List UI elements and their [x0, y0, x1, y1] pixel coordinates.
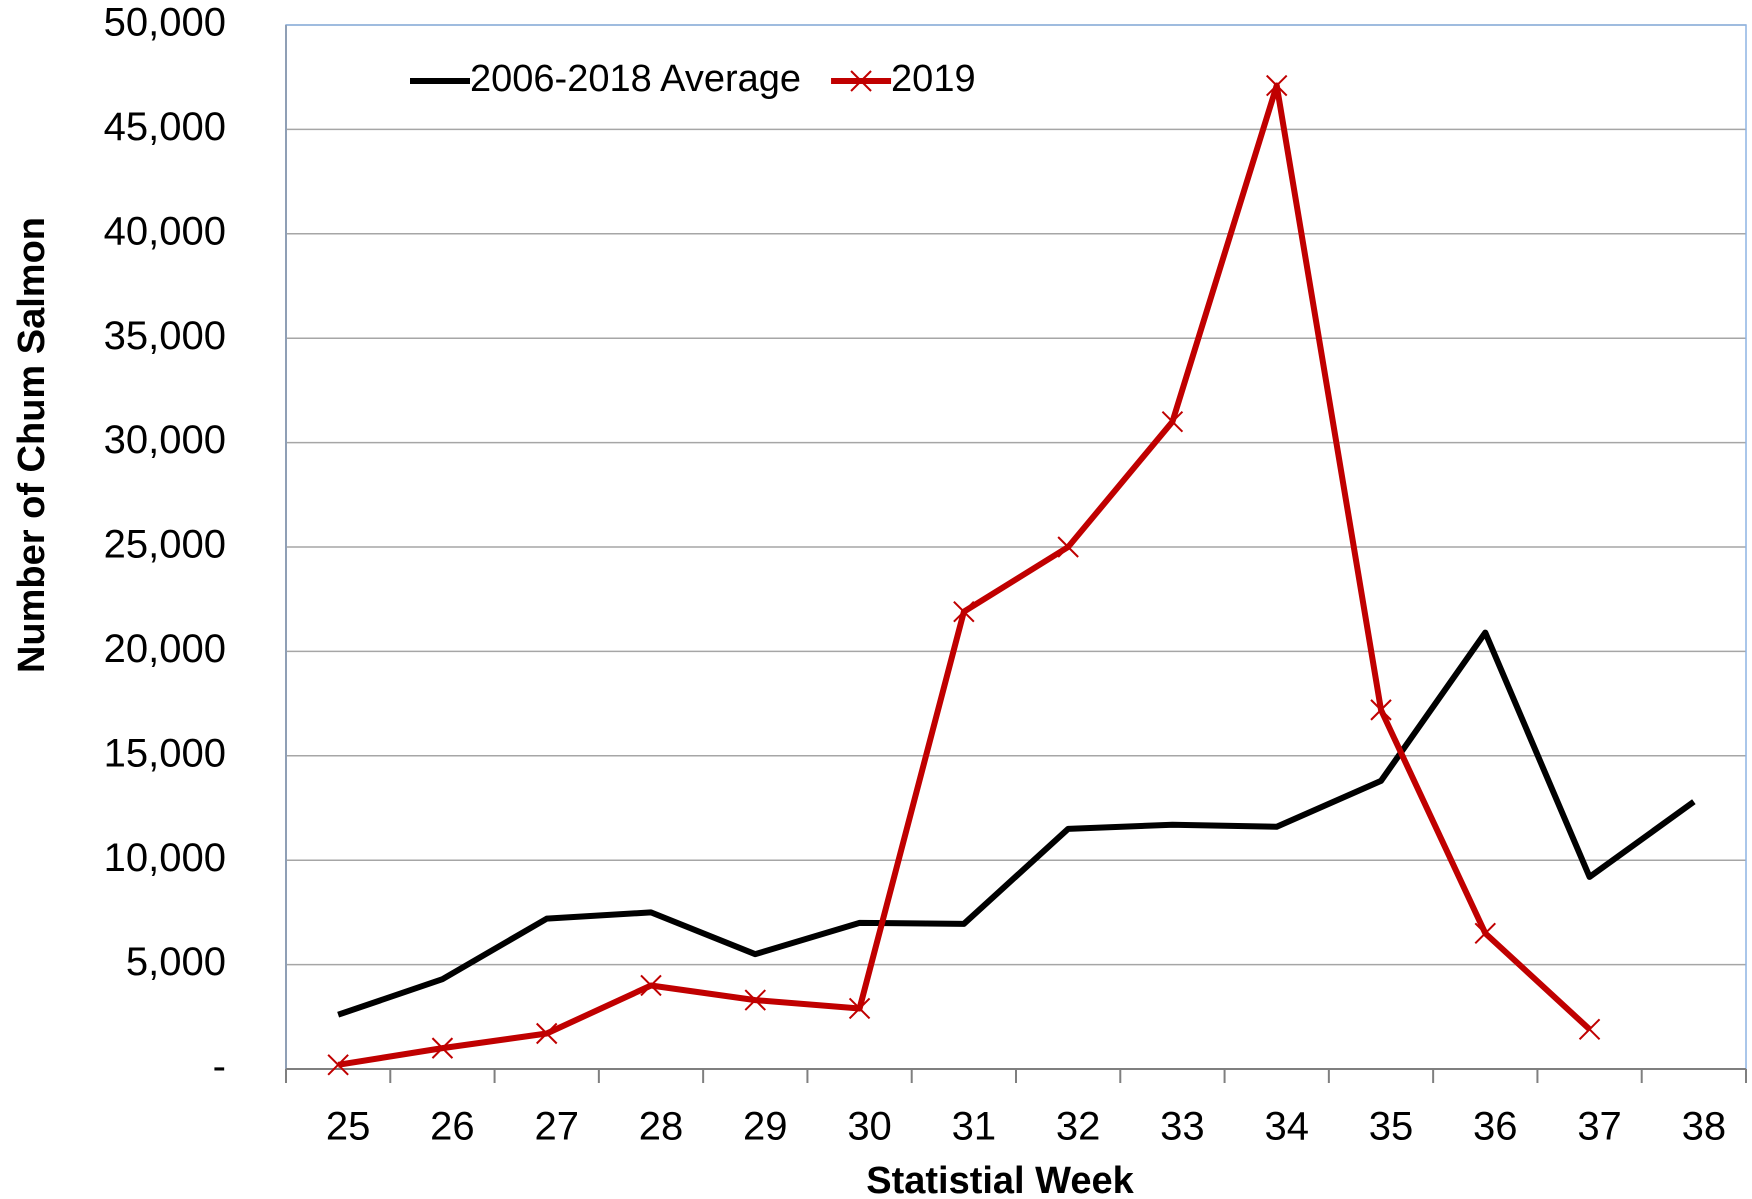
legend-item: 2019 [831, 58, 976, 100]
x-tick-label: 31 [952, 1105, 997, 1149]
x-tick-label: 34 [1264, 1105, 1309, 1149]
marker [327, 1054, 349, 1076]
x-tick-label: 25 [326, 1105, 371, 1149]
y-tick-label: 40,000 [104, 209, 226, 253]
y-axis-title: Number of Chum Salmon [11, 217, 53, 673]
marker [536, 1022, 558, 1045]
y-tick-label: 15,000 [104, 731, 226, 775]
y-tick-label: 10,000 [104, 836, 226, 880]
legend-label: 2006-2018 Average [470, 58, 801, 100]
marker [431, 1037, 454, 1059]
y-tick-label: - [213, 1045, 226, 1089]
marker [1057, 536, 1079, 558]
x-tick-label: 33 [1160, 1105, 1205, 1149]
x-tick-label: 30 [847, 1105, 892, 1149]
y-tick-label: 45,000 [104, 105, 226, 149]
marker [1370, 699, 1392, 721]
x-tick-label: 26 [430, 1105, 475, 1149]
x-tick-label: 29 [743, 1105, 788, 1149]
x-tick-label: 28 [639, 1105, 684, 1149]
x-tick-label: 32 [1056, 1105, 1101, 1149]
marker [848, 997, 871, 1020]
marker [640, 974, 662, 997]
series-line [337, 82, 1592, 1068]
x-tick-label: 38 [1682, 1105, 1727, 1149]
marker [744, 989, 766, 1011]
marker [1266, 74, 1288, 97]
marker [1474, 922, 1496, 944]
x-tick-label: 27 [534, 1105, 579, 1149]
marker [1161, 411, 1184, 433]
x-tick-label: 36 [1473, 1105, 1518, 1149]
y-tick-label: 35,000 [104, 314, 226, 358]
y-tick-label: 50,000 [104, 1, 226, 45]
y-tick-label: 30,000 [104, 418, 226, 462]
legend-item: 2006-2018 Average [410, 58, 801, 100]
x-tick-label: 35 [1369, 1105, 1414, 1149]
x-axis-title: Statistial Week [866, 1160, 1134, 1199]
marker [1578, 1018, 1601, 1041]
y-tick-label: 20,000 [104, 627, 226, 671]
marker [953, 601, 975, 623]
y-tick-label: 5,000 [126, 940, 226, 984]
legend-label: 2019 [891, 58, 976, 100]
x-tick-label: 37 [1577, 1105, 1622, 1149]
legend-marker [850, 70, 872, 92]
series-line [337, 629, 1696, 1018]
y-tick-label: 25,000 [104, 523, 226, 567]
